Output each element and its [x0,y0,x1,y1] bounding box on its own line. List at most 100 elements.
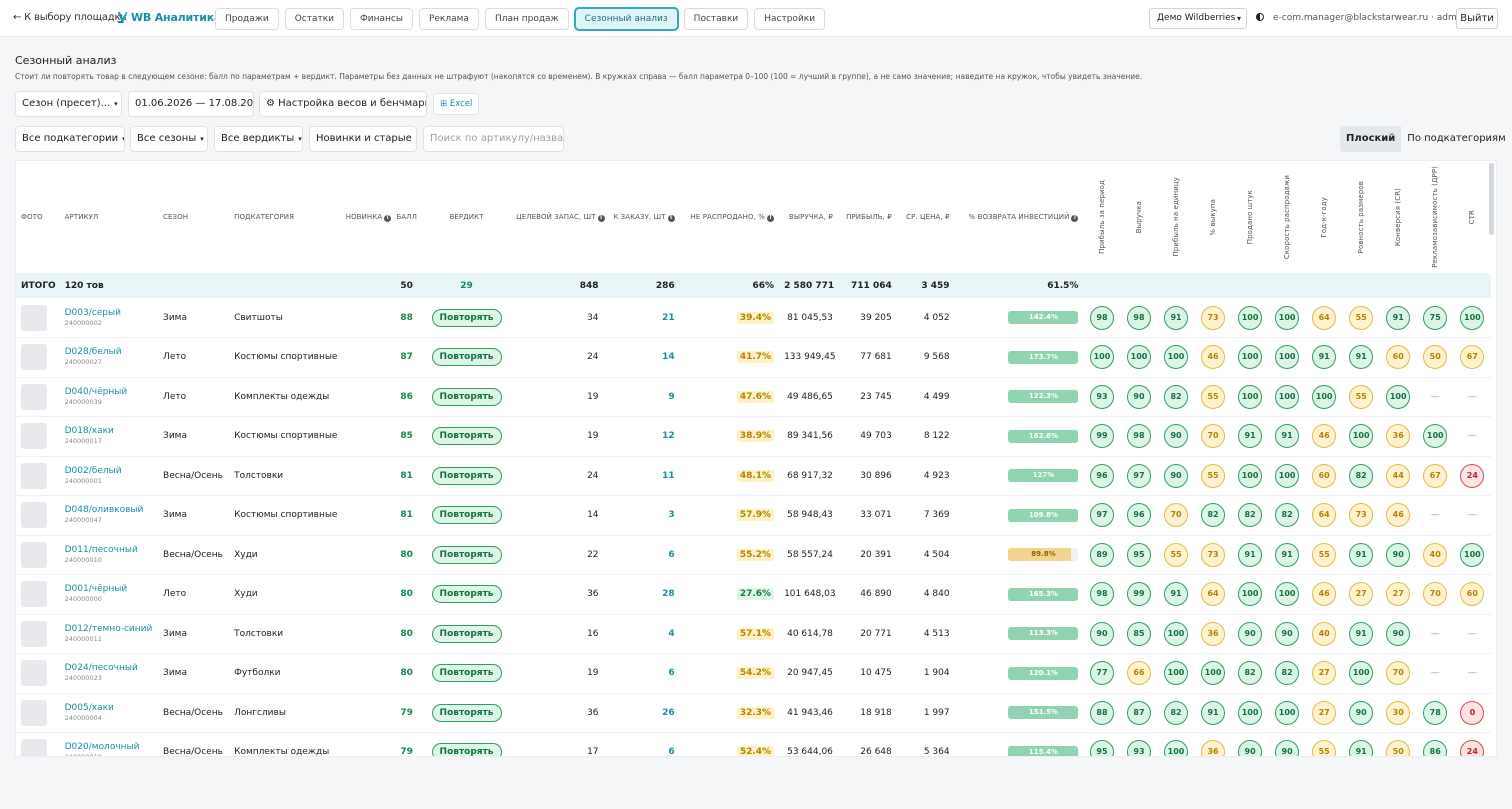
param-score-circle[interactable]: 100 [1164,740,1189,756]
table-row[interactable]: D001/чёрный 240000000 Лето Худи 80 Повторять 3… [16,574,1491,615]
table-row[interactable]: D003/серый 240000002 Зима Свитшоты 88 Повторя… [16,298,1491,338]
info-icon[interactable]: i [1071,214,1079,222]
param-score-circle[interactable]: 100 [1275,463,1300,488]
info-icon[interactable]: i [667,214,675,222]
param-score-circle[interactable]: 36 [1201,740,1226,756]
view-by-subcategory-button[interactable]: По подкатегориям [1407,133,1506,144]
col-param-10[interactable]: Рекламозависимость (ДРР) [1417,161,1454,273]
article-link[interactable]: D024/песочный [64,663,138,674]
param-score-circle[interactable]: 55 [1349,384,1374,409]
param-score-circle[interactable]: 82 [1275,503,1300,528]
param-score-circle[interactable]: 91 [1349,345,1374,370]
param-score-circle[interactable]: 36 [1201,621,1226,646]
param-score-circle[interactable]: 100 [1238,700,1263,725]
param-score-circle[interactable]: 91 [1275,542,1300,567]
product-thumbnail[interactable] [21,383,47,410]
param-score-circle[interactable]: 89 [1089,542,1114,567]
param-score-circle[interactable]: 66 [1127,661,1151,686]
param-score-circle[interactable]: 82 [1201,503,1226,528]
param-score-circle[interactable]: 91 [1349,621,1374,646]
param-score-circle[interactable]: 46 [1201,345,1226,370]
param-score-circle[interactable]: 82 [1349,463,1374,488]
param-score-circle[interactable]: 67 [1460,345,1485,370]
col-param-4[interactable]: % выкупа [1195,161,1232,273]
param-score-circle[interactable]: 27 [1349,582,1374,607]
param-score-circle[interactable]: 50 [1423,345,1448,370]
param-score-circle[interactable]: 70 [1201,424,1226,449]
tab-2[interactable]: Остатки [284,8,345,30]
param-score-circle[interactable]: 91 [1275,424,1300,449]
product-thumbnail[interactable] [21,502,47,529]
param-score-circle[interactable]: 100 [1164,661,1189,686]
table-scrollbar[interactable] [1489,163,1494,235]
col-subcategory[interactable]: Подкатегория [234,213,295,221]
article-link[interactable]: D011/песочный [64,544,138,555]
article-link[interactable]: D048/оливковый [64,505,144,516]
col-score[interactable]: Балл [396,213,417,221]
col-novelty[interactable]: Новинка i [341,161,392,273]
tab-8[interactable]: Настройки [754,8,826,30]
param-score-circle[interactable]: 30 [1386,700,1411,725]
param-score-circle[interactable]: 44 [1386,463,1411,488]
param-score-circle[interactable]: 98 [1089,582,1114,607]
param-score-circle[interactable]: 82 [1164,700,1189,725]
logout-button[interactable]: Выйти [1456,8,1498,29]
product-thumbnail[interactable] [21,739,47,756]
param-score-circle[interactable]: 91 [1386,305,1411,330]
param-score-circle[interactable]: 100 [1127,345,1151,370]
param-score-circle[interactable]: 90 [1127,384,1151,409]
product-thumbnail[interactable] [21,581,47,608]
param-score-circle[interactable]: 60 [1386,345,1411,370]
param-score-circle[interactable]: 100 [1238,582,1263,607]
param-score-circle[interactable]: 55 [1349,305,1374,330]
product-thumbnail[interactable] [21,304,47,331]
article-link[interactable]: D001/чёрный [64,584,128,595]
param-score-circle[interactable]: 60 [1460,582,1485,607]
param-score-circle[interactable]: 90 [1275,740,1300,756]
table-row[interactable]: D020/молочный240000019Весна/ОсеньКомплек… [16,732,1491,756]
param-score-circle[interactable]: 77 [1089,661,1114,686]
param-score-circle[interactable]: 98 [1127,305,1151,330]
weights-settings-button[interactable]: ⚙ Настройка весов и бенчмарка [259,91,427,117]
param-score-circle[interactable]: 0 [1460,700,1485,725]
param-score-circle[interactable]: 100 [1460,305,1485,330]
account-select[interactable]: Демо Wildberries ▾ [1149,8,1247,29]
table-row[interactable]: D040/чёрный 240000039 Лето Комплекты одежды… [16,377,1491,417]
param-score-circle[interactable]: 91 [1164,305,1189,330]
param-score-circle[interactable]: 90 [1238,740,1263,756]
param-score-circle[interactable]: 78 [1423,700,1448,725]
col-param-3[interactable]: Прибыль на единицу [1158,161,1195,273]
param-score-circle[interactable]: 98 [1127,424,1151,449]
col-profit[interactable]: Прибыль, ₽ [846,213,892,221]
info-icon[interactable]: i [384,214,392,222]
table-row[interactable]: D012/темно-синий 240000011 Зима Толстовки 80… [16,614,1491,654]
table-row[interactable]: D018/хаки 240000017 Зима Костюмы спортивные… [16,416,1491,457]
col-revenue[interactable]: Выручка, ₽ [788,213,833,221]
param-score-circle[interactable]: 70 [1423,582,1448,607]
article-link[interactable]: D040/чёрный [64,386,128,397]
param-score-circle[interactable]: 82 [1238,503,1263,528]
col-article[interactable]: Артикул [64,213,99,221]
param-score-circle[interactable]: 91 [1238,424,1263,449]
col-param-2[interactable]: Выручка [1120,161,1157,273]
param-score-circle[interactable]: 90 [1275,621,1300,646]
param-score-circle[interactable]: 27 [1312,661,1337,686]
param-score-circle[interactable]: 91 [1238,542,1263,567]
param-score-circle[interactable]: 99 [1127,582,1151,607]
param-score-circle[interactable]: 100 [1275,384,1300,409]
article-link[interactable]: D003/серый [64,307,121,318]
col-avg-price[interactable]: Ср. цена, ₽ [906,213,950,221]
param-score-circle[interactable]: 64 [1201,582,1226,607]
param-score-circle[interactable]: 100 [1349,424,1374,449]
article-link[interactable]: D005/хаки [64,702,114,713]
param-score-circle[interactable]: 75 [1423,305,1448,330]
param-score-circle[interactable]: 100 [1349,661,1374,686]
product-thumbnail[interactable] [21,423,47,450]
param-score-circle[interactable]: 90 [1349,700,1374,725]
param-score-circle[interactable]: 55 [1312,740,1337,756]
param-score-circle[interactable]: 98 [1089,305,1114,330]
param-score-circle[interactable]: 95 [1089,740,1114,756]
product-thumbnail[interactable] [21,699,47,726]
novelty-filter[interactable]: Новинки и старые ▾ [309,126,417,152]
table-row[interactable]: D005/хаки 240000004 Весна/Осень Лонгсливы 79… [16,693,1491,733]
